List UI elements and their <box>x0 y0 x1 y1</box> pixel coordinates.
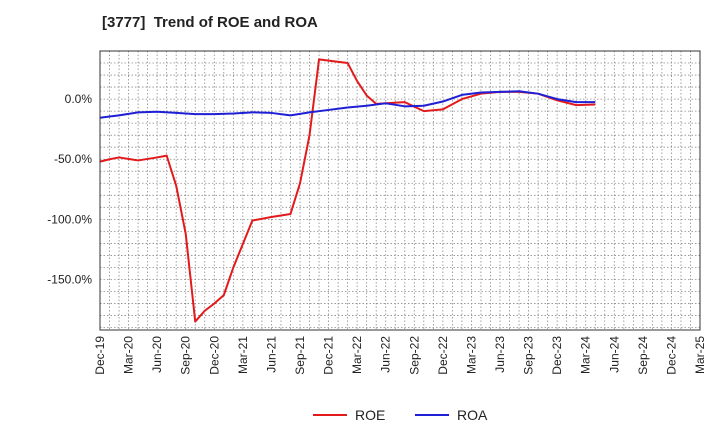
x-tick-label: Mar-21 <box>236 336 250 374</box>
x-tick-label: Mar-22 <box>350 336 364 374</box>
x-tick-label: Jun-23 <box>493 336 507 373</box>
x-tick-label: Jun-22 <box>379 336 393 373</box>
series-line-roa <box>99 90 596 119</box>
x-tick-label: Dec-22 <box>436 336 450 375</box>
y-tick-label: -50.0% <box>54 152 92 166</box>
x-tick-label: Jun-20 <box>150 336 164 373</box>
x-tick-label: Sep-24 <box>636 336 650 375</box>
x-tick-label: Sep-20 <box>179 336 193 375</box>
axes: 0.0% -50.0% -100.0% -150.0% Dec-19 Mar-20 Jun-… <box>47 50 707 375</box>
x-tick-label: Dec-21 <box>322 336 336 375</box>
x-tick-label: Mar-24 <box>579 336 593 374</box>
x-tick-label: Mar-20 <box>122 336 136 374</box>
grid <box>100 51 700 330</box>
x-tick-label: Sep-22 <box>407 336 421 375</box>
x-tick-label: Sep-21 <box>293 336 307 375</box>
x-tick-label: Sep-23 <box>522 336 536 375</box>
x-tick-label: Mar-23 <box>464 336 478 374</box>
chart-title: [3777] Trend of ROE and ROA <box>102 14 318 31</box>
x-tick-label: Jun-21 <box>264 336 278 373</box>
series-layer <box>99 58 596 323</box>
x-tick-label: Dec-23 <box>550 336 564 375</box>
y-tick-label: -150.0% <box>47 272 92 286</box>
plot-frame <box>99 50 701 331</box>
legend: ROE ROA <box>313 407 488 423</box>
y-tick-label: -100.0% <box>47 212 92 226</box>
x-tick-label: Mar-25 <box>693 336 707 374</box>
plot-area <box>100 51 700 330</box>
x-tick-label: Dec-19 <box>93 336 107 375</box>
legend-label-roe: ROE <box>355 407 385 423</box>
y-tick-label: 0.0% <box>65 92 93 106</box>
x-tick-label: Jun-24 <box>607 336 621 373</box>
x-tick-label: Dec-24 <box>664 336 678 375</box>
legend-label-roa: ROA <box>457 407 488 423</box>
x-tick-label: Dec-20 <box>207 336 221 375</box>
